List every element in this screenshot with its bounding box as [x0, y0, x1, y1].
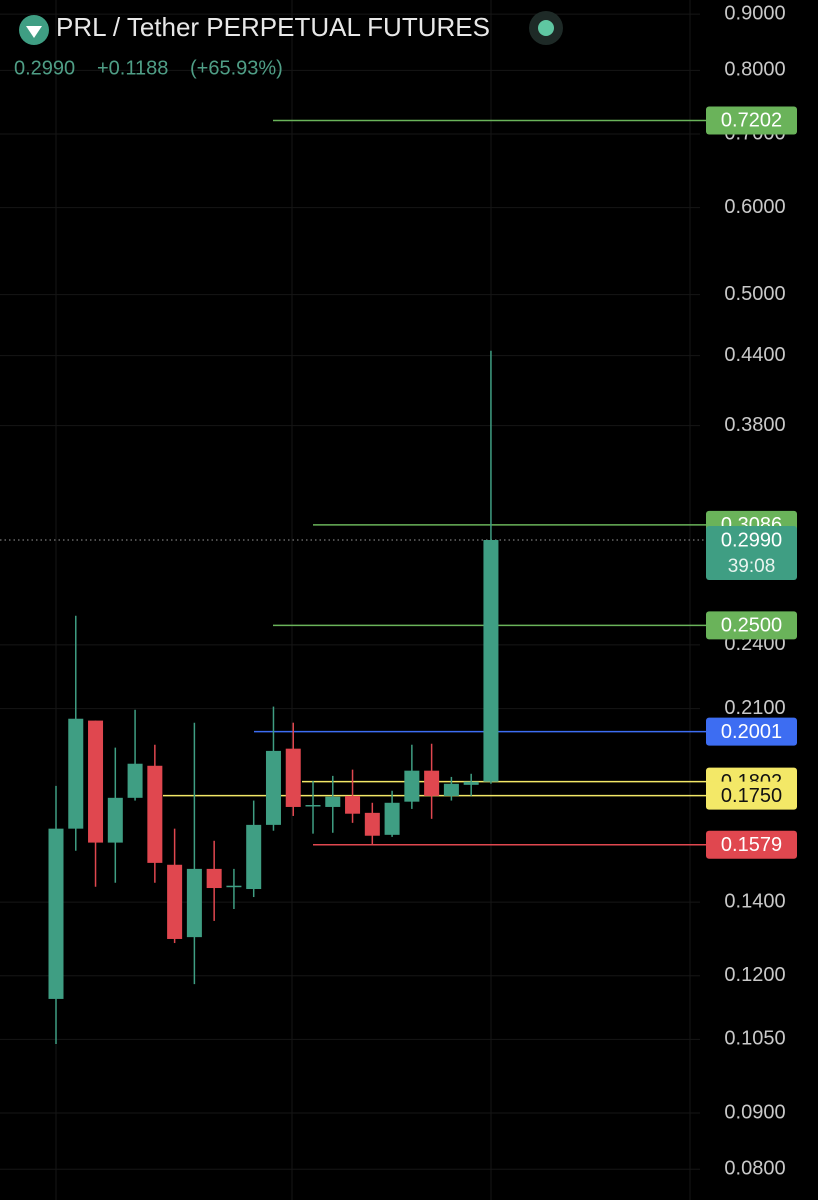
candle-body [107, 797, 123, 843]
candle-body [443, 783, 459, 796]
header-change-pct: (+65.93%) [190, 57, 283, 79]
header-price: 0.2990 [14, 57, 75, 79]
candle-body [127, 763, 143, 798]
y-tick-label: 0.4400 [724, 344, 785, 366]
countdown-label: 39:08 [728, 556, 776, 577]
candle-body [147, 765, 163, 863]
chart-title: PRL / Tether PERPETUAL FUTURES [56, 12, 490, 42]
candle-body [305, 805, 321, 807]
status-dot [538, 20, 554, 36]
candle-body [345, 795, 361, 814]
y-tick-label: 0.1050 [724, 1028, 785, 1050]
last-price-box [706, 526, 797, 581]
candle-body [463, 781, 479, 785]
y-tick-label: 0.1400 [724, 890, 785, 912]
candle-body [88, 720, 104, 843]
candle-body [68, 718, 84, 829]
header-change: +0.1188 [97, 57, 168, 79]
candle-body [186, 868, 202, 938]
candle-body [48, 828, 64, 999]
y-tick-label: 0.8000 [724, 59, 785, 81]
y-tick-label: 0.3800 [724, 414, 785, 436]
y-tick-label: 0.6000 [724, 196, 785, 218]
y-tick-label: 0.0900 [724, 1101, 785, 1123]
last-price-label: 0.2990 [721, 529, 782, 551]
level-label-box [706, 781, 797, 810]
candle-body [226, 885, 242, 888]
candle-body [285, 748, 301, 807]
y-tick-label: 0.0800 [724, 1157, 785, 1179]
grid [0, 0, 700, 1200]
level-label: 0.2500 [721, 615, 782, 637]
level-label: 0.7202 [721, 110, 782, 132]
candle-body [167, 864, 183, 939]
candle-body [325, 796, 341, 807]
level-label: 0.1579 [721, 834, 782, 856]
candle-body [265, 750, 281, 825]
candle-body [483, 540, 499, 782]
candle-body [364, 812, 380, 836]
y-tick-label: 0.2100 [724, 697, 785, 719]
y-tick-label: 0.5000 [724, 283, 785, 305]
level-label-box [706, 830, 797, 859]
y-tick-label: 0.9000 [724, 2, 785, 24]
header: PRL / Tether PERPETUAL FUTURES 0.2990 +0… [14, 11, 563, 79]
level-label: 0.2001 [721, 721, 782, 743]
candle-body [404, 770, 420, 802]
level-label: 0.1750 [721, 785, 782, 807]
level-label-box [706, 106, 797, 135]
coin-icon-glyph [26, 26, 42, 38]
y-tick-label: 0.1200 [724, 964, 785, 986]
level-label-box [706, 611, 797, 640]
level-label-box [706, 717, 797, 746]
candle-body [384, 802, 400, 835]
candle-body [206, 868, 222, 889]
candle-body [424, 770, 440, 796]
candle-body [246, 824, 262, 890]
